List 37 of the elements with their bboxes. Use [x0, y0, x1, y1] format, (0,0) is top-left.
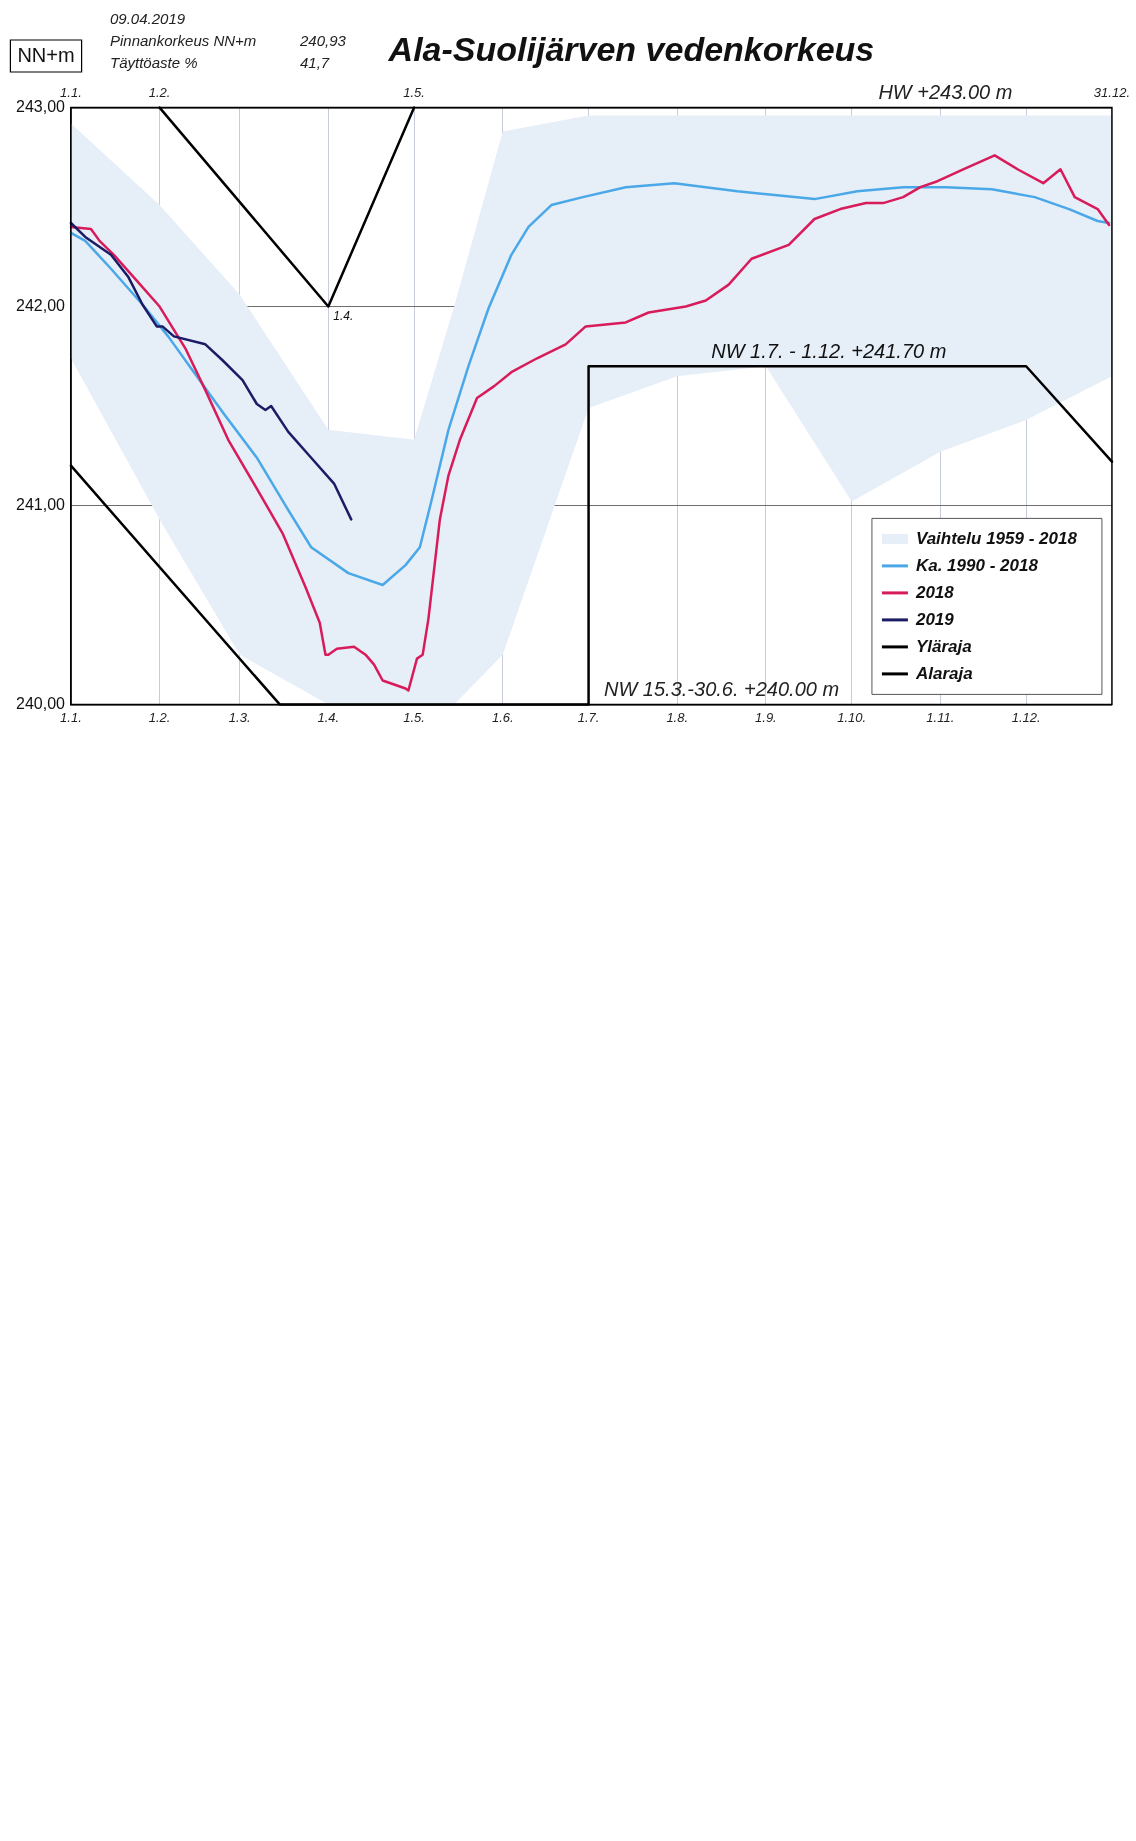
x-tick-label: 1.6. [491, 709, 514, 725]
legend-label: 2018 [914, 582, 955, 602]
text: 09.04.2019 [110, 10, 186, 28]
text: 41,7 [300, 54, 330, 72]
x-tick-label: 1.4. [317, 709, 340, 725]
legend-label: Ka. 1990 - 2018 [915, 555, 1039, 575]
x2-tick-label: 1.2. [148, 85, 171, 101]
legend-label: Alaraja [914, 663, 973, 683]
y-tick-label: 241,00 [16, 495, 66, 513]
y-tick-label: 240,00 [16, 694, 66, 712]
annotation: NW 1.7. - 1.12. +241.70 m [711, 339, 947, 362]
y-axis-title: NN+m [17, 43, 75, 66]
annotation: 1.4. [333, 308, 354, 323]
x-tick-label: 1.10. [837, 709, 867, 725]
legend-label: 2019 [914, 609, 955, 629]
x2-tick-label: 31.12. [1093, 85, 1131, 101]
x-tick-label: 1.8. [666, 709, 689, 725]
x-tick-label: 1.7. [577, 709, 600, 725]
x2-tick-label: 1.1. [60, 85, 82, 101]
text: Pinnankorkeus NN+m [110, 32, 257, 50]
y-tick-label: 242,00 [16, 296, 66, 314]
x-tick-label: 1.9. [755, 709, 777, 725]
x-tick-label: 1.5. [403, 709, 425, 725]
x-tick-label: 1.1. [60, 709, 82, 725]
x-tick-label: 1.3. [228, 709, 251, 725]
y-tick-label: 243,00 [16, 98, 66, 116]
x2-tick-label: 1.5. [403, 85, 425, 101]
legend-label: Vaihtelu 1959 - 2018 [915, 528, 1078, 548]
x-tick-label: 1.12. [1011, 709, 1041, 725]
text: 240,93 [299, 32, 347, 50]
x-tick-label: 1.2. [148, 709, 171, 725]
legend-label: Yläraja [915, 636, 972, 656]
x-tick-label: 1.11. [926, 709, 955, 725]
chart-title: Ala-Suolijärven vedenkorkeus [387, 30, 875, 69]
text: HW +243.00 m [878, 81, 1013, 104]
text: Täyttöaste % [110, 54, 198, 72]
annotation: NW 15.3.-30.6. +240.00 m [603, 677, 840, 700]
